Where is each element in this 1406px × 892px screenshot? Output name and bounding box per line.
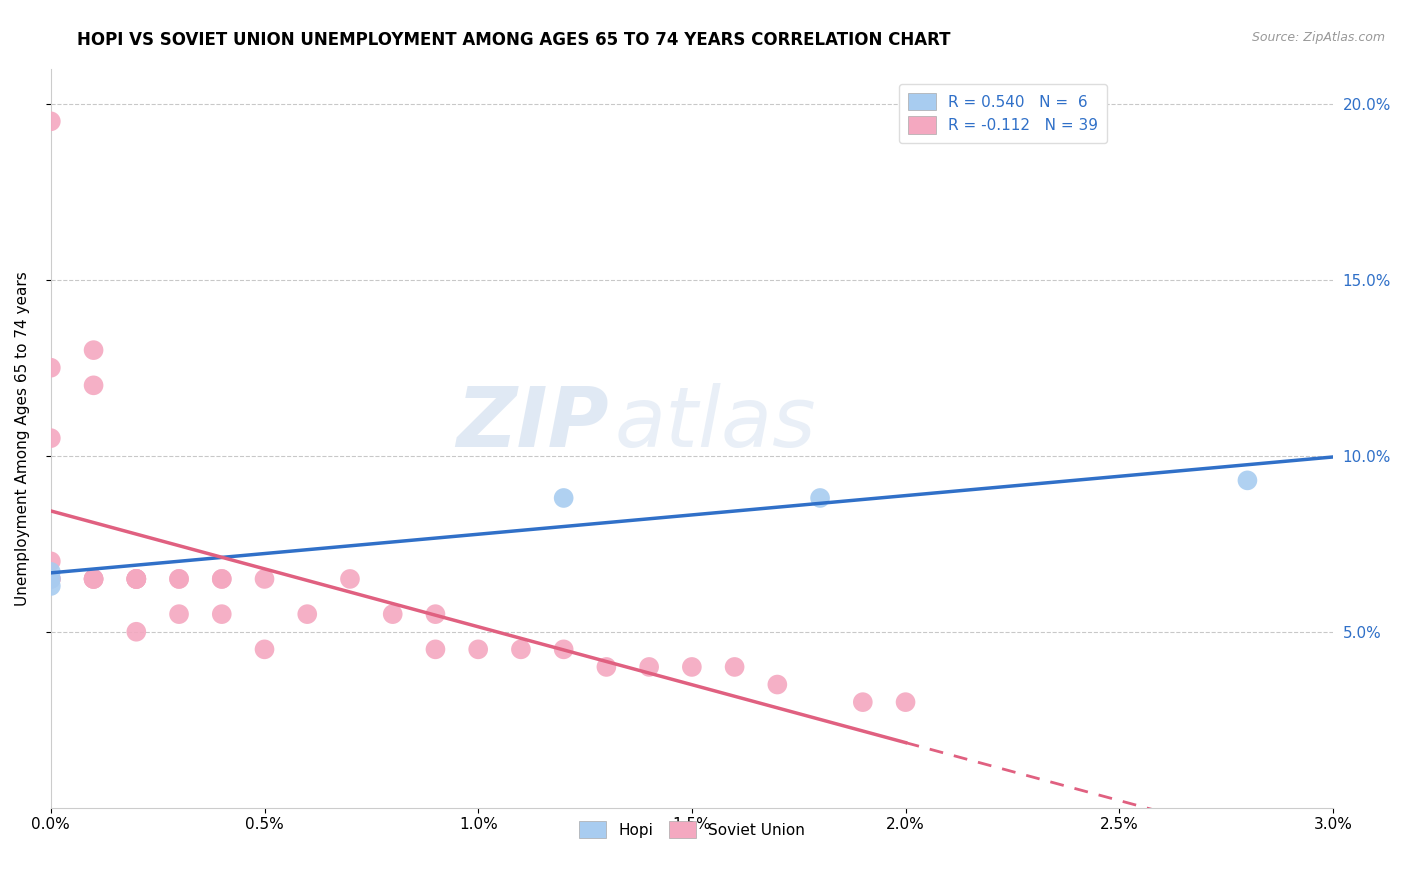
Point: [125, 572, 148, 586]
Point: [425, 607, 447, 621]
Text: Source: ZipAtlas.com: Source: ZipAtlas.com: [1251, 31, 1385, 45]
Point: [467, 642, 489, 657]
Y-axis label: Unemployment Among Ages 65 to 74 years: Unemployment Among Ages 65 to 74 years: [15, 271, 30, 606]
Point: [125, 572, 148, 586]
Point: [425, 642, 447, 657]
Point: [39, 431, 62, 445]
Point: [83, 572, 105, 586]
Point: [167, 607, 190, 621]
Point: [167, 572, 190, 586]
Point: [297, 607, 319, 621]
Point: [83, 378, 105, 392]
Point: [125, 624, 148, 639]
Point: [510, 642, 533, 657]
Point: [39, 565, 62, 579]
Point: [766, 677, 789, 691]
Legend: Hopi, Soviet Union: Hopi, Soviet Union: [572, 814, 811, 845]
Point: [595, 660, 617, 674]
Point: [894, 695, 917, 709]
Point: [211, 607, 233, 621]
Point: [39, 114, 62, 128]
Text: atlas: atlas: [614, 383, 817, 464]
Text: HOPI VS SOVIET UNION UNEMPLOYMENT AMONG AGES 65 TO 74 YEARS CORRELATION CHART: HOPI VS SOVIET UNION UNEMPLOYMENT AMONG …: [77, 31, 950, 49]
Point: [852, 695, 875, 709]
Point: [638, 660, 661, 674]
Point: [83, 343, 105, 358]
Point: [553, 491, 575, 505]
Text: ZIP: ZIP: [456, 383, 609, 464]
Point: [167, 572, 190, 586]
Point: [39, 572, 62, 586]
Point: [723, 660, 745, 674]
Point: [39, 554, 62, 568]
Point: [808, 491, 831, 505]
Point: [125, 572, 148, 586]
Point: [83, 572, 105, 586]
Point: [253, 572, 276, 586]
Point: [39, 579, 62, 593]
Point: [253, 642, 276, 657]
Point: [381, 607, 404, 621]
Point: [681, 660, 703, 674]
Point: [553, 642, 575, 657]
Point: [211, 572, 233, 586]
Point: [339, 572, 361, 586]
Point: [1236, 474, 1258, 488]
Point: [211, 572, 233, 586]
Point: [39, 572, 62, 586]
Point: [83, 572, 105, 586]
Point: [39, 572, 62, 586]
Point: [125, 572, 148, 586]
Point: [39, 360, 62, 375]
